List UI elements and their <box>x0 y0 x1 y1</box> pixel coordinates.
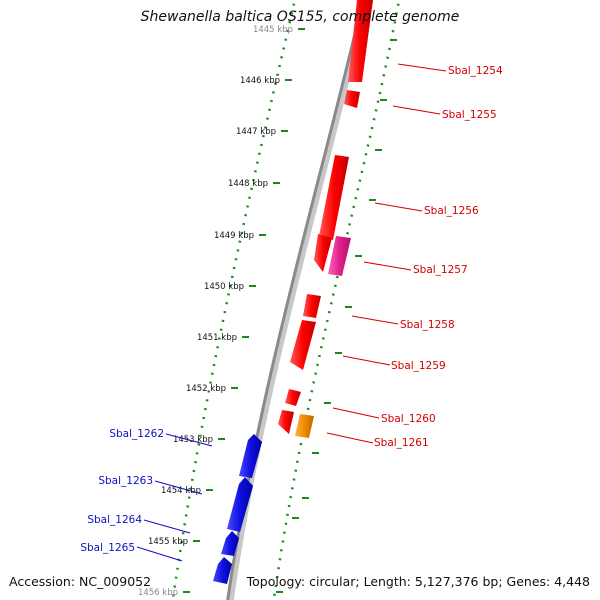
gene-sbal-1260-shape[interactable] <box>285 389 301 406</box>
gene-sbal-1263-shape[interactable] <box>227 477 253 532</box>
tick-label: 1452 kbp <box>186 384 226 394</box>
gene-sbal-1256-shape[interactable] <box>319 155 349 240</box>
gene-sbal-1261-shape[interactable] <box>295 414 314 438</box>
genome-summary-text: Topology: circular; Length: 5,127,376 bp… <box>246 574 590 589</box>
gene-sbal-1258-shape[interactable] <box>303 294 321 318</box>
reverse-genes <box>213 434 262 584</box>
label-sbal-1262[interactable]: Sbal_1262 <box>109 428 164 440</box>
tick-label: 1453 kbp <box>173 435 213 445</box>
tick-label: 1445 kbp <box>253 25 293 35</box>
reverse-gene-labels: Sbal_1262 Sbal_1263 Sbal_1264 Sbal_1265 <box>80 428 164 554</box>
label-sbal-1260[interactable]: Sbal_1260 <box>381 413 436 425</box>
forward-genes <box>278 0 373 438</box>
gene-sbal-1257-shape[interactable] <box>328 236 351 276</box>
label-leaders <box>136 63 447 562</box>
tick-label: 1446 kbp <box>240 76 280 86</box>
tick-label: 1447 kbp <box>236 127 276 137</box>
tick-label: 1451 kbp <box>197 333 237 343</box>
label-sbal-1257[interactable]: Sbal_1257 <box>413 264 468 276</box>
label-sbal-1263[interactable]: Sbal_1263 <box>98 475 153 487</box>
tick-label: 1456 kbp <box>138 588 178 598</box>
gene-sbal-1254-shape[interactable] <box>348 0 373 82</box>
accession-text: Accession: NC_009052 <box>9 574 152 589</box>
label-sbal-1254[interactable]: Sbal_1254 <box>448 65 503 77</box>
gene-sbal-1264-shape[interactable] <box>221 531 239 556</box>
outer-ruler-left <box>171 0 297 600</box>
label-sbal-1265[interactable]: Sbal_1265 <box>80 542 135 554</box>
label-sbal-1259[interactable]: Sbal_1259 <box>391 360 446 372</box>
tick-label: 1450 kbp <box>204 282 244 292</box>
map-title: Shewanella baltica OS155, complete genom… <box>140 9 460 25</box>
forward-gene-labels: Sbal_1254 Sbal_1255 Sbal_1256 Sbal_1257 … <box>374 65 503 449</box>
gene-sbal-1265-shape[interactable] <box>213 557 232 584</box>
gene-sbal-1256b-shape[interactable] <box>314 234 332 272</box>
backbone-shadow <box>227 0 369 600</box>
label-sbal-1258[interactable]: Sbal_1258 <box>400 319 455 331</box>
label-sbal-1255[interactable]: Sbal_1255 <box>442 109 497 121</box>
label-sbal-1256[interactable]: Sbal_1256 <box>424 205 479 217</box>
gene-sbal-1262-shape[interactable] <box>239 434 262 478</box>
gene-sbal-1261a-shape[interactable] <box>278 410 294 434</box>
tick-label: 1455 kbp <box>148 537 188 547</box>
tick-label: 1448 kbp <box>228 179 268 189</box>
gene-sbal-1259-shape[interactable] <box>290 320 316 370</box>
tick-label: 1449 kbp <box>214 231 254 241</box>
tick-label: 1454 kbp <box>161 486 201 496</box>
outer-ruler-right <box>272 0 401 600</box>
label-sbal-1264[interactable]: Sbal_1264 <box>87 514 142 526</box>
gene-sbal-1255-shape[interactable] <box>344 90 360 108</box>
tick-marks <box>183 28 397 593</box>
tick-labels: 1445 kbp 1446 kbp 1447 kbp 1448 kbp 1449 kbp… <box>138 25 293 598</box>
label-sbal-1261[interactable]: Sbal_1261 <box>374 437 429 449</box>
